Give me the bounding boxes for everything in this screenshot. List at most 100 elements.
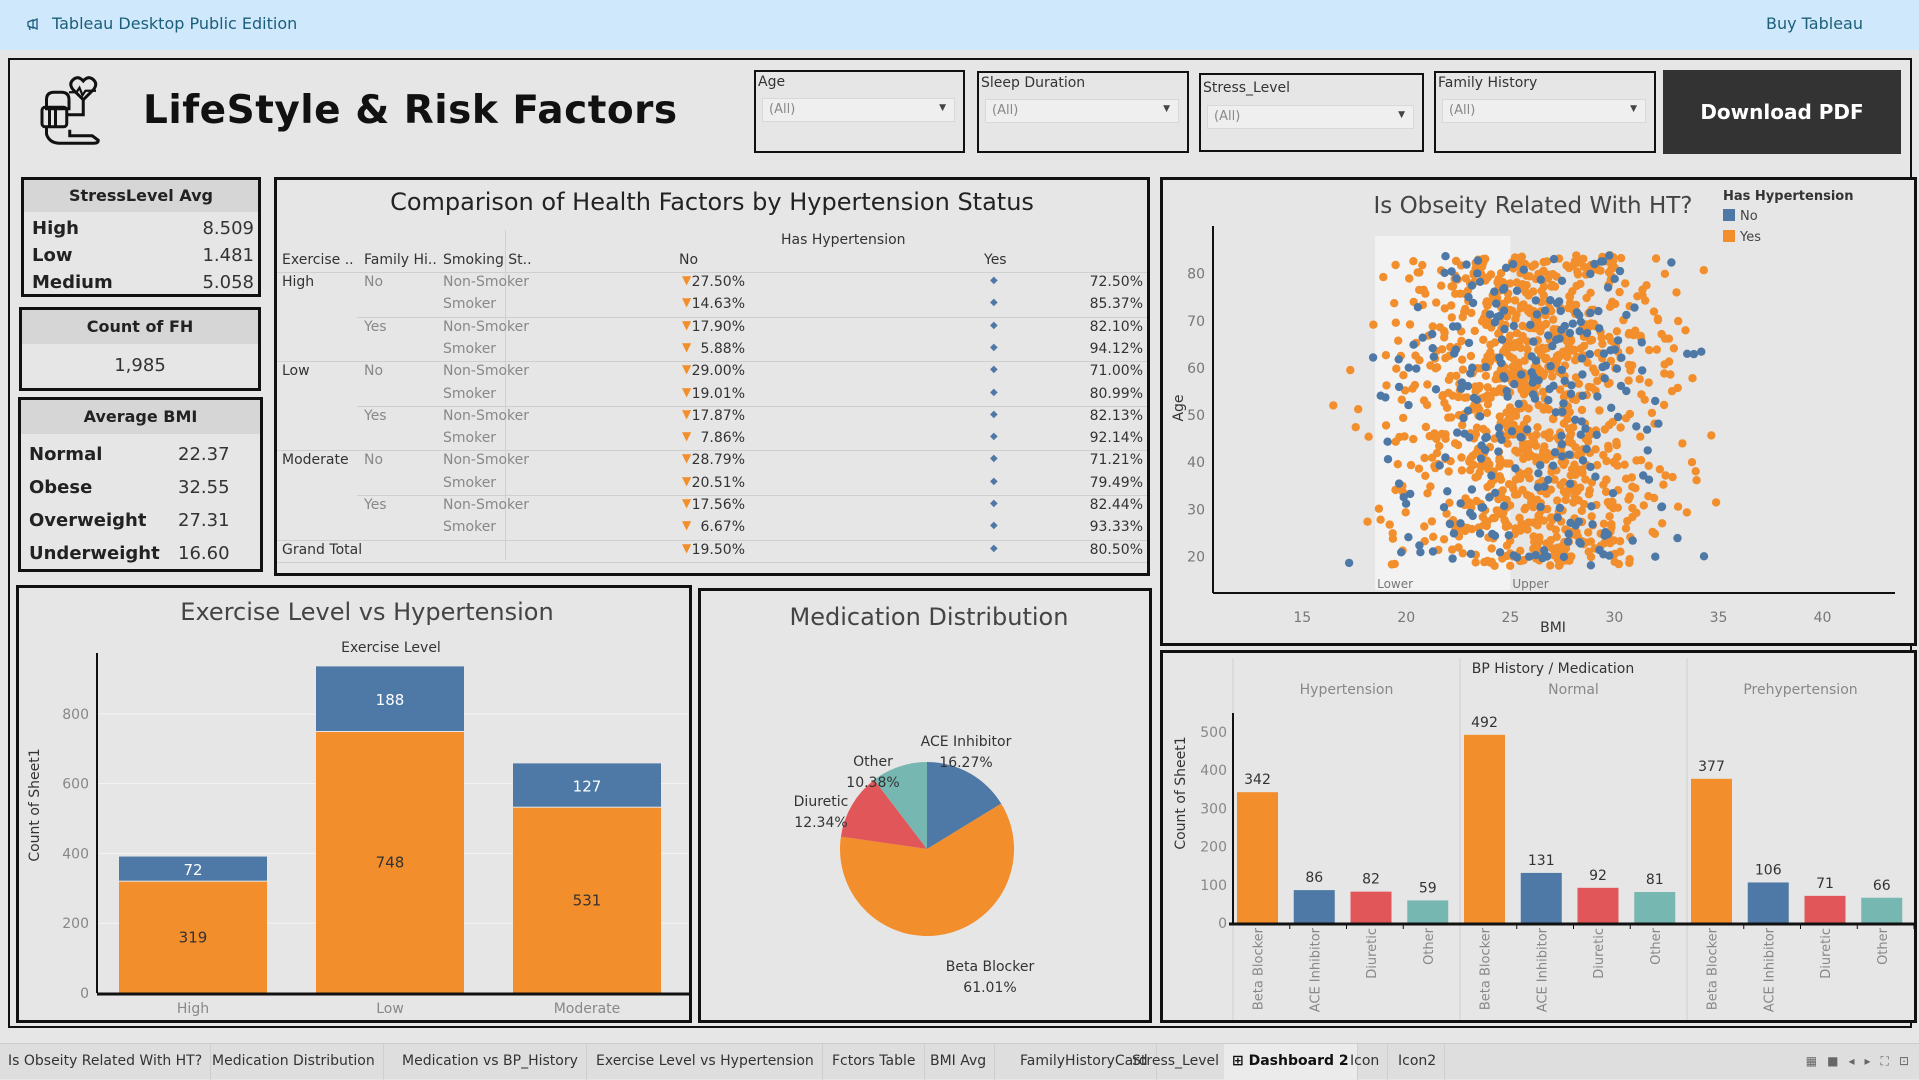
bp-history-bar-chart: BP History / Medication Hypertension 342 Be… bbox=[1173, 658, 1915, 1020]
scatter-point-yes bbox=[1539, 516, 1549, 525]
medication-pie-panel: Medication Distribution ACE Inhibitor 16.2… bbox=[698, 588, 1152, 1023]
filter-stress-dropdown[interactable]: (All) ▼ bbox=[1207, 105, 1414, 129]
scatter-point-yes bbox=[1556, 480, 1565, 490]
scroll-left-icon[interactable]: ◂ bbox=[1848, 1054, 1855, 1068]
download-pdf-button[interactable]: Download PDF bbox=[1663, 70, 1901, 154]
sheet-tab[interactable]: Medication Distribution bbox=[204, 1044, 384, 1080]
scatter-point-yes bbox=[1354, 405, 1363, 414]
bmi-value: 16.60 bbox=[178, 543, 230, 564]
scatter-point-yes bbox=[1450, 439, 1460, 448]
scatter-point-yes bbox=[1538, 387, 1548, 396]
filter-age-dropdown[interactable]: (All) ▼ bbox=[762, 98, 955, 122]
scatter-point-yes bbox=[1562, 336, 1571, 346]
scatter-point-no bbox=[1615, 266, 1625, 276]
scatter-point-yes bbox=[1586, 336, 1595, 345]
bar-label-yes: 531 bbox=[573, 891, 602, 909]
scatter-point-no bbox=[1551, 408, 1561, 417]
scatter-point-yes bbox=[1593, 376, 1602, 386]
sheet-tab[interactable]: Fctors Table bbox=[824, 1044, 925, 1080]
scatter-point-yes bbox=[1466, 466, 1475, 475]
family-history-cell: No bbox=[364, 363, 384, 380]
scatter-point-yes bbox=[1421, 422, 1431, 432]
sheet-tab[interactable]: Icon bbox=[1342, 1044, 1389, 1080]
scatter-point-yes bbox=[1376, 515, 1385, 524]
scatter-point-yes bbox=[1545, 428, 1554, 437]
scatter-point-yes bbox=[1577, 506, 1586, 515]
x-tick-label: 30 bbox=[1606, 610, 1624, 626]
x-tick-label: Diuretic bbox=[1592, 928, 1607, 979]
fullscreen-icon[interactable]: ⛶ bbox=[1880, 1054, 1889, 1068]
scatter-point-yes bbox=[1463, 523, 1472, 533]
scatter-point-yes bbox=[1451, 256, 1461, 266]
up-indicator-icon: ◆ bbox=[990, 542, 998, 554]
scatter-point-no bbox=[1527, 352, 1536, 361]
scatter-point-yes bbox=[1650, 529, 1660, 538]
scatter-point-no bbox=[1494, 447, 1503, 456]
scatter-point-yes bbox=[1440, 398, 1449, 407]
scatter-point-yes bbox=[1604, 441, 1613, 451]
scatter-point-no bbox=[1529, 372, 1538, 381]
sheet-tab[interactable]: Is Obseity Related With HT? bbox=[0, 1044, 212, 1080]
sheet-tab[interactable]: Exercise Level vs Hypertension bbox=[588, 1044, 823, 1080]
scatter-point-no bbox=[1428, 329, 1437, 339]
pie-slice-value: 10.38% bbox=[846, 775, 899, 791]
scatter-point-yes bbox=[1691, 467, 1700, 476]
scatter-point-yes bbox=[1439, 535, 1449, 544]
grid-view-icon[interactable]: ▦ bbox=[1805, 1054, 1818, 1068]
sheet-tab[interactable]: BMI Avg bbox=[922, 1044, 996, 1080]
filmstrip-icon[interactable]: ■ bbox=[1827, 1054, 1839, 1068]
buy-tableau-link[interactable]: Buy Tableau bbox=[1766, 14, 1863, 33]
obesity-scatter-panel: Is Obseity Related With HT? Has Hypertens… bbox=[1160, 177, 1917, 646]
app-top-bar: Tableau Desktop Public Edition Buy Table… bbox=[0, 0, 1919, 50]
smoking-status-cell: Non-Smoker bbox=[443, 318, 530, 335]
scatter-point-yes bbox=[1585, 431, 1594, 440]
scatter-point-yes bbox=[1447, 413, 1456, 422]
scatter-point-no bbox=[1383, 437, 1392, 446]
down-triangle-icon: ▼ bbox=[682, 384, 692, 399]
x-tick-label: 35 bbox=[1710, 610, 1728, 626]
scatter-point-yes bbox=[1483, 464, 1493, 474]
scatter-point-yes bbox=[1495, 412, 1504, 421]
sheet-tab[interactable]: Stress_Level bbox=[1124, 1044, 1228, 1080]
up-indicator-icon: ◆ bbox=[990, 386, 998, 398]
y-tick-label: 400 bbox=[1200, 763, 1227, 779]
presentation-icon[interactable]: ⊡ bbox=[1898, 1054, 1909, 1068]
scatter-point-yes bbox=[1524, 452, 1533, 461]
scroll-right-icon[interactable]: ▸ bbox=[1864, 1054, 1871, 1068]
scatter-point-yes bbox=[1539, 446, 1548, 455]
row-header-family: Family Hi.. bbox=[364, 252, 437, 268]
scatter-point-yes bbox=[1418, 260, 1427, 270]
scatter-point-no bbox=[1587, 502, 1596, 511]
y-axis-title: Count of Sheet1 bbox=[27, 748, 43, 861]
filter-sleep-dropdown[interactable]: (All) ▼ bbox=[985, 99, 1179, 123]
scatter-point-yes bbox=[1547, 282, 1556, 291]
sheet-tab[interactable]: ⊞ Dashboard 2 bbox=[1224, 1044, 1358, 1080]
row-separator bbox=[277, 361, 1147, 363]
scatter-point-yes bbox=[1516, 546, 1525, 555]
bp-bar-label: 82 bbox=[1362, 872, 1380, 888]
scatter-point-no bbox=[1531, 296, 1540, 305]
scatter-point-no bbox=[1603, 283, 1613, 292]
scatter-point-yes bbox=[1399, 371, 1408, 380]
scatter-point-no bbox=[1490, 531, 1500, 540]
sheet-tab[interactable]: Medication vs BP_History bbox=[394, 1044, 587, 1080]
scatter-point-no bbox=[1404, 363, 1413, 372]
yes-percentage-cell: 71.00% bbox=[1089, 363, 1143, 380]
scatter-point-yes bbox=[1674, 316, 1683, 326]
up-indicator-icon: ◆ bbox=[990, 275, 998, 286]
scatter-point-no bbox=[1536, 502, 1545, 512]
bar-segment-yes bbox=[513, 807, 661, 993]
stress-level-card: StressLevel Avg High 8.509 Low 1.481 Mediu… bbox=[21, 177, 261, 297]
scatter-point-no bbox=[1457, 378, 1467, 387]
yes-percentage-cell: 72.50% bbox=[1089, 274, 1143, 290]
scatter-point-yes bbox=[1451, 289, 1460, 298]
no-percentage-cell: 29.00% bbox=[691, 363, 745, 380]
filter-family-dropdown[interactable]: (All) ▼ bbox=[1442, 99, 1646, 123]
scatter-point-yes bbox=[1392, 364, 1401, 373]
scatter-point-yes bbox=[1493, 278, 1502, 287]
sheet-tab[interactable]: Icon2 bbox=[1390, 1044, 1446, 1080]
row-header-smoking: Smoking St.. bbox=[443, 252, 532, 268]
sheet-tab[interactable]: FamilyHistoryCard bbox=[1012, 1044, 1157, 1080]
scatter-point-yes bbox=[1387, 560, 1397, 569]
sheet-tab-label: Icon bbox=[1350, 1053, 1380, 1069]
